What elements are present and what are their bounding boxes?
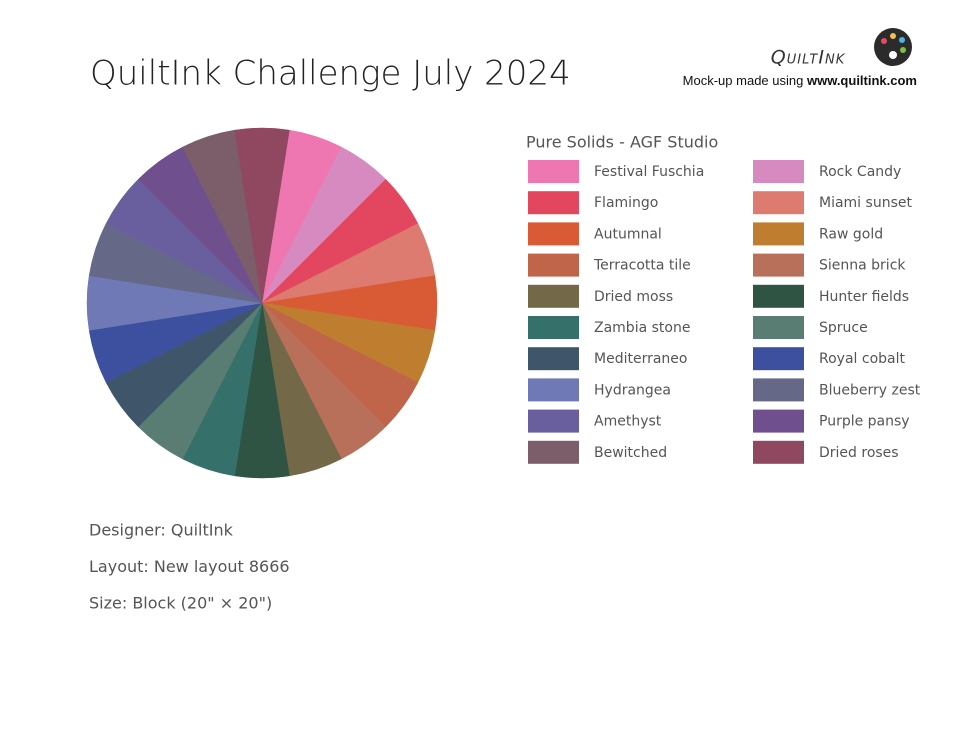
credit-prefix: Mock-up made using (683, 73, 804, 88)
fabric-name: Purple pansy (819, 414, 910, 430)
fabric-name: Hydrangea (594, 382, 671, 398)
detail: Designer: QuiltInk (89, 521, 234, 540)
swatch (528, 316, 579, 339)
fabric-name: Flamingo (594, 195, 658, 211)
wedge (234, 127, 290, 304)
swatch (753, 284, 804, 308)
fabric-name: Hunter fields (819, 289, 909, 305)
swatch (753, 160, 804, 183)
swatch (753, 191, 804, 215)
fabric-name: Dried moss (594, 289, 673, 305)
logo-text: QuiltInk (771, 47, 846, 69)
fabric-name: Rock Candy (819, 164, 901, 180)
swatch (528, 222, 579, 246)
swatch (528, 253, 579, 277)
fabric-name: Bewitched (594, 445, 667, 461)
icon-hole (889, 51, 897, 59)
icon-dot (881, 38, 887, 44)
fabric-name: Amethyst (594, 414, 662, 430)
fabric-name: Blueberry zest (819, 382, 921, 398)
fabric-name: Autumnal (594, 226, 662, 242)
swatch (753, 316, 804, 339)
detail: Layout: New layout 8666 (89, 557, 290, 576)
credit: Mock-up made using www.quiltink.com (683, 73, 917, 88)
fabric-name: Zambia stone (594, 320, 690, 336)
swatch (528, 347, 579, 371)
fabric-name: Royal cobalt (819, 351, 905, 367)
icon-dot (899, 37, 905, 43)
swatch (753, 378, 804, 402)
legend: Festival Fuschia Rock Candy Flamingo Miami … (528, 160, 921, 464)
icon-dot (890, 33, 896, 39)
swatch (753, 409, 804, 433)
detail: Size: Block (20" × 20") (89, 594, 272, 613)
fabric-name: Terracotta tile (593, 258, 691, 274)
swatch (753, 222, 804, 246)
swatch (528, 191, 579, 215)
palette-title: Pure Solids - AGF Studio (526, 133, 718, 152)
fabric-name: Sienna brick (819, 258, 906, 274)
swatch (528, 440, 579, 464)
quilt-block (86, 127, 438, 479)
swatch (753, 253, 804, 277)
swatch (753, 440, 804, 464)
fabric-name: Raw gold (819, 226, 883, 242)
title: QuiltInk Challenge July 2024 (90, 54, 571, 94)
swatch (753, 347, 804, 371)
swatch (528, 409, 579, 433)
credit-site: www.quiltink.com (806, 73, 917, 88)
fabric-name: Festival Fuschia (594, 164, 704, 180)
fabric-name: Mediterraneo (594, 351, 687, 367)
fabric-name: Dried roses (819, 445, 899, 461)
swatch (528, 160, 579, 183)
icon-dot (900, 47, 906, 53)
details: Designer: QuiltInk Layout: New layout 866… (89, 521, 290, 613)
fabric-name: Miami sunset (819, 195, 912, 211)
logo: QuiltInk (771, 28, 912, 69)
swatch (528, 378, 579, 402)
fabric-name: Spruce (819, 320, 868, 336)
swatch (528, 284, 579, 308)
